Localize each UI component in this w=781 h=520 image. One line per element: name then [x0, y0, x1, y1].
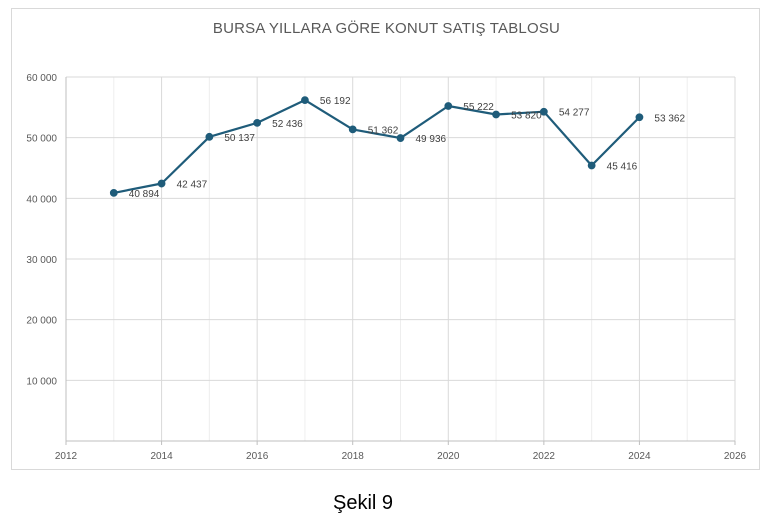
chart-frame: BURSA YILLARA GÖRE KONUT SATIŞ TABLOSU [11, 8, 760, 470]
y-tick-label: 60 000 [26, 73, 57, 84]
data-point [157, 179, 166, 188]
data-label: 50 137 [224, 133, 255, 144]
x-tick-label: 2018 [342, 451, 365, 462]
series-line [113, 98, 641, 194]
data-label: 49 936 [416, 134, 447, 145]
data-point [635, 113, 644, 122]
x-tick-label: 2026 [724, 451, 747, 462]
y-tick-label: 50 000 [26, 134, 57, 145]
x-tick-label: 2022 [533, 451, 556, 462]
x-tick-label: 2020 [437, 451, 460, 462]
x-tick-label: 2024 [628, 451, 651, 462]
data-label: 53 820 [511, 110, 542, 121]
data-label: 45 416 [607, 161, 638, 172]
data-point [205, 132, 214, 141]
data-point [348, 125, 357, 134]
x-tick-label: 2014 [150, 451, 173, 462]
y-tick-label: 20 000 [26, 316, 57, 327]
data-point [539, 107, 548, 116]
line-chart: 10 000 20 000 30 000 40 000 50 000 60 000 2012… [26, 73, 747, 462]
data-point [301, 96, 309, 105]
data-label: 54 277 [559, 108, 590, 119]
data-label: 53 362 [654, 113, 685, 124]
x-tick-label: 2012 [55, 451, 78, 462]
data-label: 52 436 [272, 119, 303, 130]
data-label: 51 362 [368, 125, 399, 136]
data-label: 56 192 [320, 96, 351, 107]
y-tick-label: 40 000 [26, 194, 57, 205]
data-point [109, 189, 118, 197]
y-tick-label: 10 000 [26, 376, 57, 387]
data-label: 40 894 [129, 189, 160, 200]
data-point [253, 118, 262, 127]
data-label: 55 222 [463, 102, 494, 113]
data-point [492, 110, 500, 119]
data-point [587, 161, 596, 170]
data-point [396, 134, 405, 142]
x-tick-label: 2016 [246, 451, 269, 462]
data-point [444, 102, 453, 110]
figure-caption: Şekil 9 [332, 492, 394, 514]
data-label: 42 437 [177, 180, 208, 191]
chart-title: BURSA YILLARA GÖRE KONUT SATIŞ TABLOSU [212, 20, 561, 37]
y-tick-label: 30 000 [26, 255, 57, 266]
